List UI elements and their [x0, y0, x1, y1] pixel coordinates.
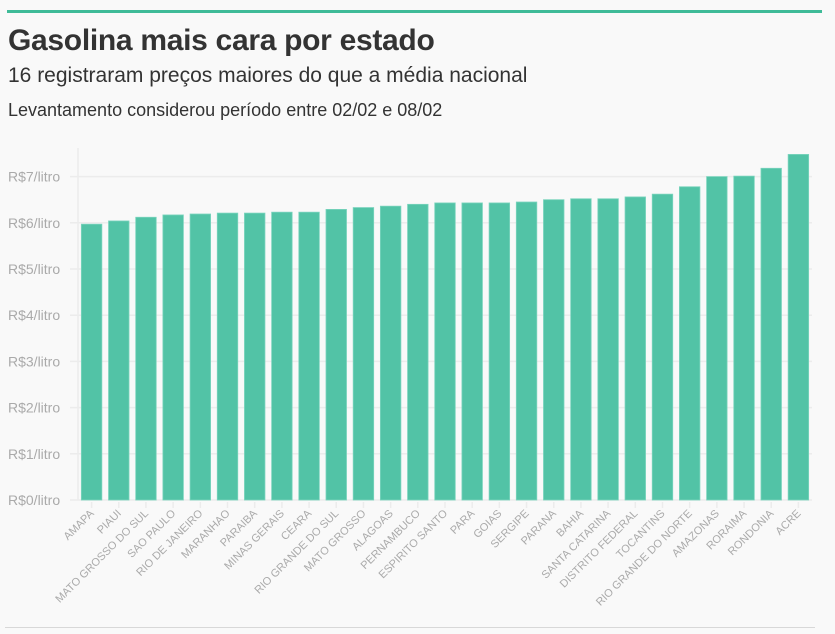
bar[interactable] — [624, 196, 646, 501]
bar[interactable] — [461, 202, 483, 501]
bar[interactable] — [162, 214, 184, 501]
y-tick-label: R$7/litro — [8, 169, 60, 185]
bar[interactable] — [651, 193, 674, 501]
y-axis: R$0/litro R$1/litro R$2/litro R$3/litro R$4/… — [8, 169, 60, 508]
bar[interactable] — [135, 216, 157, 501]
bar[interactable] — [679, 186, 701, 501]
bars — [80, 154, 810, 501]
bar[interactable] — [733, 175, 755, 501]
bar[interactable] — [216, 212, 239, 501]
y-tick-label: R$6/litro — [8, 215, 60, 231]
x-tick-label: AMAPA — [62, 507, 98, 543]
chart-title: Gasolina mais cara por estado — [8, 24, 435, 57]
x-tick-label: ACRE — [773, 508, 803, 538]
bar[interactable] — [597, 198, 619, 501]
y-tick-label: R$0/litro — [8, 492, 60, 508]
bar[interactable] — [407, 203, 429, 501]
y-tick-label: R$4/litro — [8, 307, 60, 323]
bar[interactable] — [325, 209, 347, 501]
y-tick-label: R$3/litro — [8, 353, 60, 369]
bar[interactable] — [706, 176, 728, 501]
bar[interactable] — [298, 211, 320, 501]
bar[interactable] — [515, 201, 538, 501]
bar[interactable] — [570, 198, 592, 501]
bar[interactable] — [352, 207, 375, 501]
chart-subtitle: 16 registraram preços maiores do que a m… — [8, 64, 528, 87]
bar[interactable] — [244, 212, 266, 501]
bar[interactable] — [379, 205, 402, 501]
bar[interactable] — [271, 211, 293, 501]
y-tick-label: R$1/litro — [8, 446, 60, 462]
bar[interactable] — [80, 223, 103, 501]
bar[interactable] — [189, 213, 211, 501]
bar[interactable] — [108, 220, 130, 501]
y-tick-label: R$5/litro — [8, 261, 60, 277]
bottom-rule — [5, 627, 815, 628]
chart-note: Levantamento considerou período entre 02… — [8, 100, 443, 120]
bar[interactable] — [543, 199, 565, 501]
bar[interactable] — [760, 167, 782, 501]
bar[interactable] — [787, 154, 810, 501]
y-tick-label: R$2/litro — [8, 400, 60, 416]
top-accent-rule — [7, 10, 822, 13]
bar[interactable] — [488, 202, 511, 501]
bar[interactable] — [434, 202, 456, 501]
